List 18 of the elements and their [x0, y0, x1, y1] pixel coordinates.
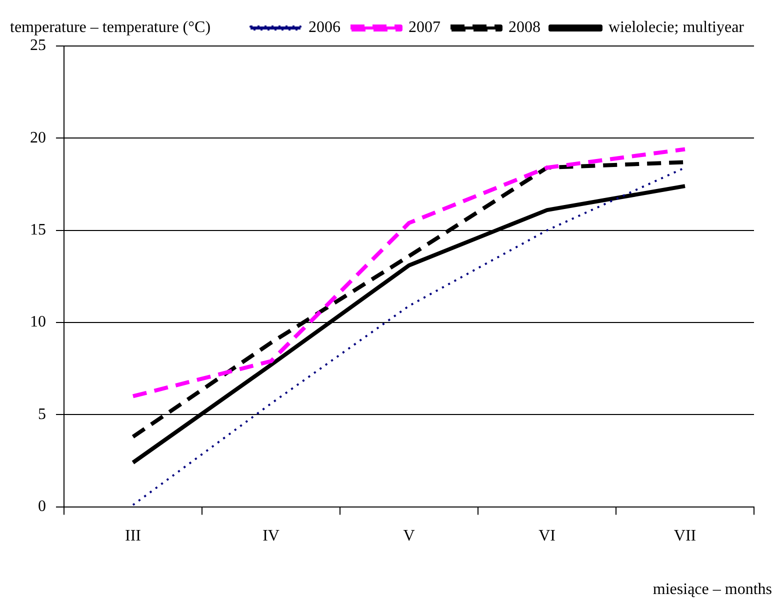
y-tick-label: 5 — [38, 406, 46, 423]
y-tick-label: 20 — [30, 129, 46, 146]
x-tick-label: III — [125, 528, 141, 545]
x-tick-label: V — [403, 528, 416, 545]
legend-label: 2007 — [408, 19, 440, 36]
legend-label: 2006 — [308, 19, 340, 36]
x-tick-label: IV — [262, 528, 280, 545]
y-tick-label: 15 — [30, 222, 46, 239]
y-tick-label: 25 — [30, 37, 46, 54]
x-axis-title: miesiące – months — [652, 581, 772, 598]
legend-label: wielolecie; multiyear — [608, 19, 745, 36]
y-tick-label: 10 — [30, 314, 46, 331]
y-tick-label: 0 — [38, 498, 46, 516]
line-series — [131, 147, 687, 398]
x-tick-label: VI — [538, 528, 556, 545]
legend-label: 2008 — [508, 19, 540, 36]
x-tick-label: VII — [674, 528, 696, 545]
y-axis-title: temperature – temperature (°C) — [10, 19, 211, 36]
